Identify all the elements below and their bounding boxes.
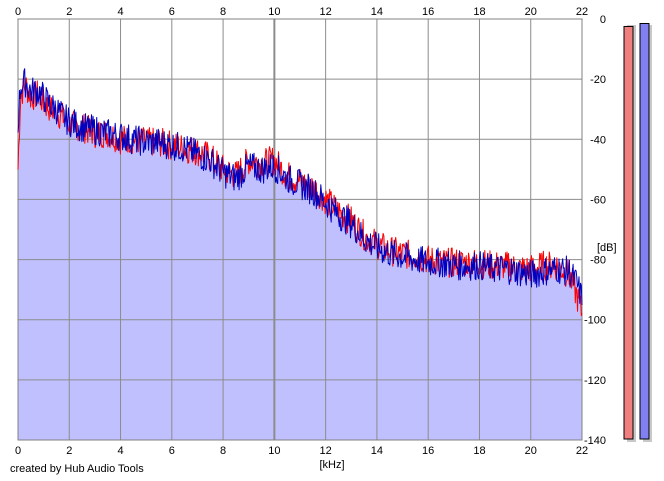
y-tick-label: -40 (590, 134, 606, 146)
x-axis-label: [kHz] (319, 459, 344, 471)
x-tick-label-top: 12 (320, 6, 332, 18)
credit-text: created by Hub Audio Tools (10, 463, 144, 475)
y-tick-label: -140 (584, 435, 606, 447)
x-tick-label-top: 10 (268, 6, 280, 18)
series-lines (17, 68, 583, 317)
x-tick-label-bottom: 0 (15, 445, 21, 457)
x-tick-label-top: 6 (169, 6, 175, 18)
x-tick-label-top: 4 (117, 6, 123, 18)
x-tick-label-bottom: 4 (117, 445, 123, 457)
x-tick-label-bottom: 8 (220, 445, 226, 457)
y-tick-label: -80 (590, 255, 606, 267)
plot-border (17, 18, 583, 441)
x-tick-label-top: 22 (576, 6, 588, 18)
x-tick-label-bottom: 14 (371, 445, 383, 457)
x-tick-label-bottom: 12 (320, 445, 332, 457)
axis-labels: 002244668810101212141416161818202022220-… (15, 6, 606, 457)
x-tick-label-top: 14 (371, 6, 383, 18)
x-tick-label-bottom: 20 (525, 445, 537, 457)
x-tick-label-top: 0 (15, 6, 21, 18)
x-tick-label-bottom: 22 (576, 445, 588, 457)
y-tick-label: -60 (590, 194, 606, 206)
series-line-right (17, 68, 583, 306)
y-tick-label: -100 (584, 315, 606, 327)
x-tick-label-top: 16 (422, 6, 434, 18)
x-tick-label-top: 18 (473, 6, 485, 18)
spectrum-fill-area (18, 68, 582, 440)
y-tick-label: -120 (584, 375, 606, 387)
x-tick-label-bottom: 6 (169, 445, 175, 457)
x-tick-label-top: 20 (525, 6, 537, 18)
spectrum-fill (18, 68, 582, 440)
y-tick-label: 0 (600, 14, 606, 26)
level-meters (623, 22, 652, 442)
grid-lines (17, 18, 583, 441)
y-axis-label: [dB] (597, 242, 617, 254)
x-tick-label-bottom: 18 (473, 445, 485, 457)
x-tick-label-bottom: 2 (66, 445, 72, 457)
x-tick-label-top: 8 (220, 6, 226, 18)
x-tick-label-bottom: 10 (268, 445, 280, 457)
level-meter-left (623, 25, 634, 440)
level-meter-right (639, 22, 650, 440)
x-tick-label-top: 2 (66, 6, 72, 18)
y-tick-label: -20 (590, 74, 606, 86)
x-tick-label-bottom: 16 (422, 445, 434, 457)
